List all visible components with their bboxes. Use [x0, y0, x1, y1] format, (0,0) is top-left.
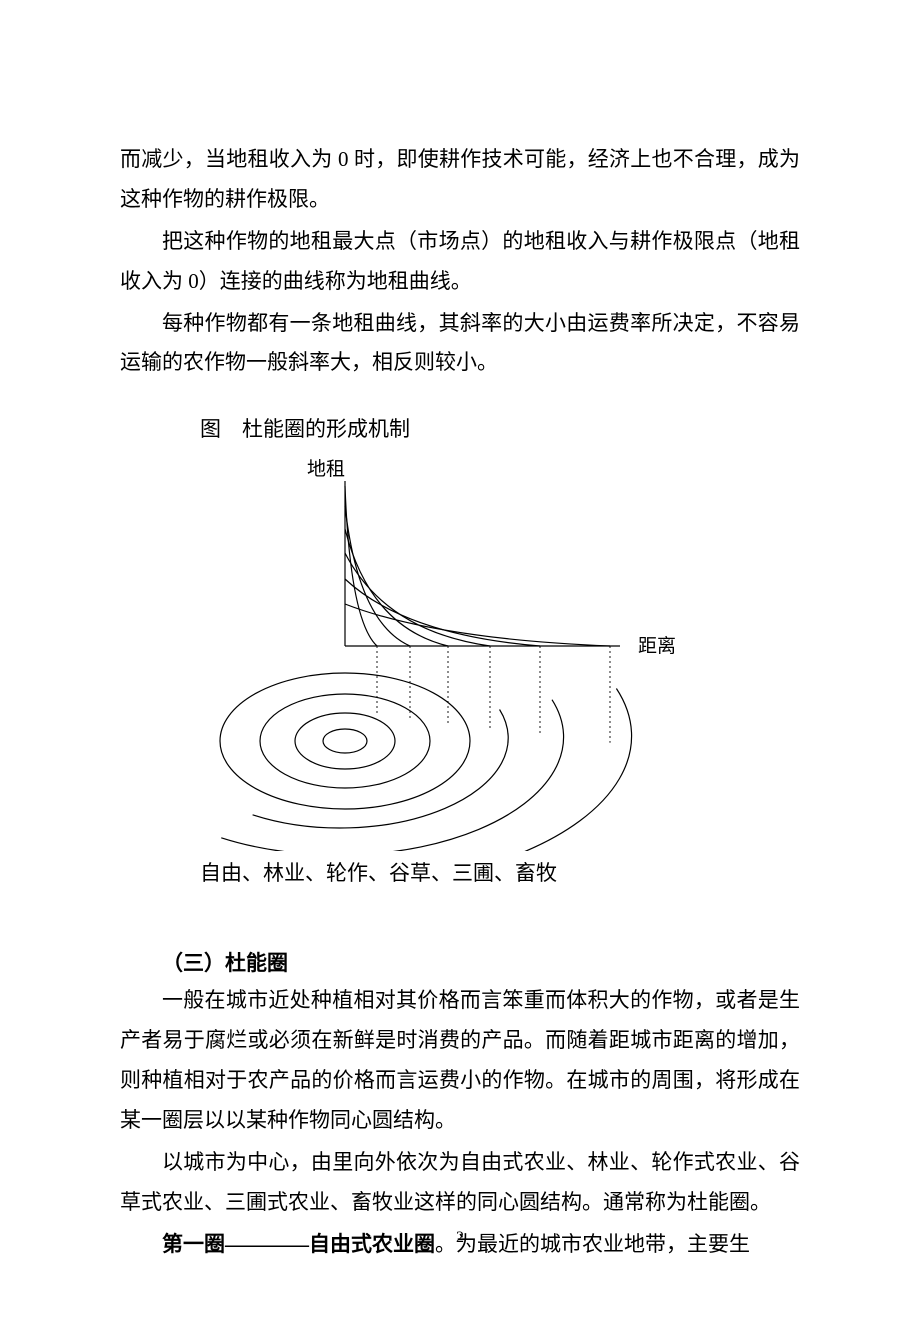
thunen-figure: 地租距离: [180, 451, 740, 851]
paragraph-2: 把这种作物的地租最大点（市场点）的地租收入与耕作极限点（地租收入为 0）连接的曲…: [120, 222, 800, 302]
paragraph-3: 每种作物都有一条地租曲线，其斜率的大小由运费率所决定，不容易运输的农作物一般斜率…: [120, 304, 800, 384]
diagram-svg: 地租距离: [180, 451, 740, 851]
page-body: 而减少，当地租收入为 0 时，即使耕作技术可能，经济上也不合理，成为这种作物的耕…: [0, 0, 920, 1327]
section-heading: （三）杜能圈: [120, 947, 800, 977]
page-number: 2: [0, 1229, 920, 1247]
svg-text:地租: 地租: [307, 458, 345, 480]
svg-text:距离: 距离: [638, 635, 676, 657]
paragraph-5: 以城市为中心，由里向外依次为自由式农业、林业、轮作式农业、谷草式农业、三圃式农业…: [120, 1143, 800, 1223]
paragraph-1: 而减少，当地租收入为 0 时，即使耕作技术可能，经济上也不合理，成为这种作物的耕…: [120, 140, 800, 220]
figure-caption: 自由、林业、轮作、谷草、三圃、畜牧: [120, 857, 800, 887]
paragraph-4: 一般在城市近处种植相对其价格而言笨重而体积大的作物，或者是生产者易于腐烂或必须在…: [120, 981, 800, 1141]
figure-title: 图 杜能圈的形成机制: [120, 413, 800, 443]
